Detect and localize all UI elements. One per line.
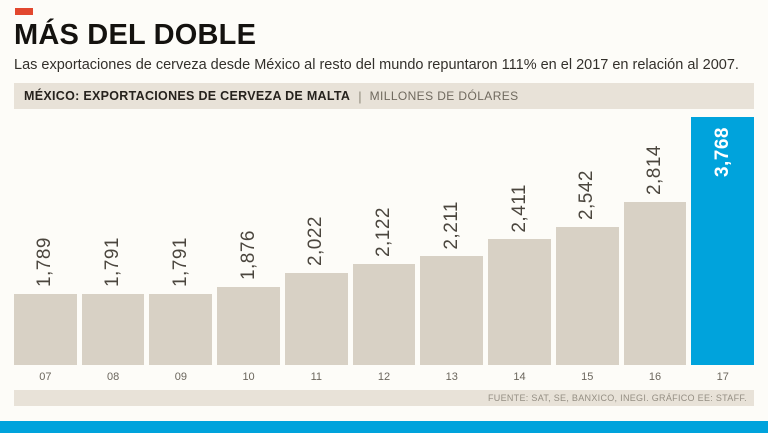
year-label: 12	[377, 371, 391, 384]
header-separator: |	[358, 88, 362, 104]
year-label: 14	[513, 371, 526, 384]
bar-highlighted	[691, 117, 755, 366]
year-label: 15	[581, 371, 594, 384]
year-label: 09	[174, 371, 187, 384]
year-label: 08	[106, 371, 120, 384]
units-label: MILLONES DE DÓLARES	[369, 89, 519, 104]
bar	[14, 294, 77, 366]
bar-value-label: 1,791	[102, 237, 124, 288]
bottom-accent-bar	[0, 421, 768, 433]
year-label: 17	[716, 371, 729, 384]
bar-value-label: 2,122	[373, 207, 395, 258]
page-title: MÁS DEL DOBLE	[14, 19, 257, 51]
bar-column: 2,814	[623, 117, 687, 366]
subtitle: Las exportaciones de cerveza desde Méxic…	[14, 57, 739, 74]
bar-value-label: 1,876	[237, 230, 259, 281]
year-axis: 07 08 09 10 11 12 13 14 15 16 17	[14, 371, 754, 383]
bar	[149, 294, 213, 366]
bar-value-label: 2,211	[440, 200, 462, 250]
bar	[420, 256, 484, 366]
bar-value-label: 2,814	[643, 145, 665, 196]
bar-column: 2,022	[284, 117, 348, 366]
bar-column: 1,789	[14, 117, 77, 366]
bar-value-label: 2,022	[305, 216, 327, 267]
bar-column: 2,411	[488, 117, 551, 366]
bar-value-label: 2,542	[576, 170, 598, 221]
bar-column: 2,211	[420, 117, 484, 366]
bar-column: 2,542	[555, 117, 619, 366]
source-text: FUENTE: SAT, SE, BANXICO, INEGI. GRÁFICO…	[487, 393, 747, 404]
source-footer: FUENTE: SAT, SE, BANXICO, INEGI. GRÁFICO…	[14, 390, 754, 407]
chart-title: MÉXICO: EXPORTACIONES DE CERVEZA DE MALT…	[24, 89, 351, 104]
bar	[352, 264, 416, 366]
year-label: 10	[242, 371, 255, 384]
year-label: 11	[310, 371, 323, 384]
chart-header-strip: MÉXICO: EXPORTACIONES DE CERVEZA DE MALT…	[14, 83, 754, 110]
year-label: 07	[39, 371, 52, 384]
bar-column: 2,122	[352, 117, 416, 366]
bar	[284, 273, 348, 366]
bar-value-label: 3,768	[711, 127, 733, 178]
bar-column: 1,791	[149, 117, 213, 366]
bar-value-label: 1,791	[169, 237, 191, 288]
bar	[81, 294, 145, 366]
year-label: 16	[648, 371, 662, 384]
bar-value-label: 1,789	[34, 237, 56, 288]
bar	[623, 202, 687, 366]
bar	[217, 287, 280, 366]
bar-column: 1,791	[81, 117, 145, 366]
bar-chart: 1,789 1,791 1,791 1,876 2,022 2,122 2,211 2,411…	[14, 117, 755, 366]
bar	[488, 239, 551, 366]
bar-column: 3,768	[691, 117, 755, 366]
bar-column: 1,876	[217, 117, 280, 366]
year-label: 13	[445, 371, 458, 384]
content: MÁS DEL DOBLE Las exportaciones de cerve…	[0, 8, 768, 407]
bar-value-label: 2,411	[508, 183, 530, 233]
bar	[555, 227, 619, 366]
red-accent-tick	[15, 8, 33, 15]
